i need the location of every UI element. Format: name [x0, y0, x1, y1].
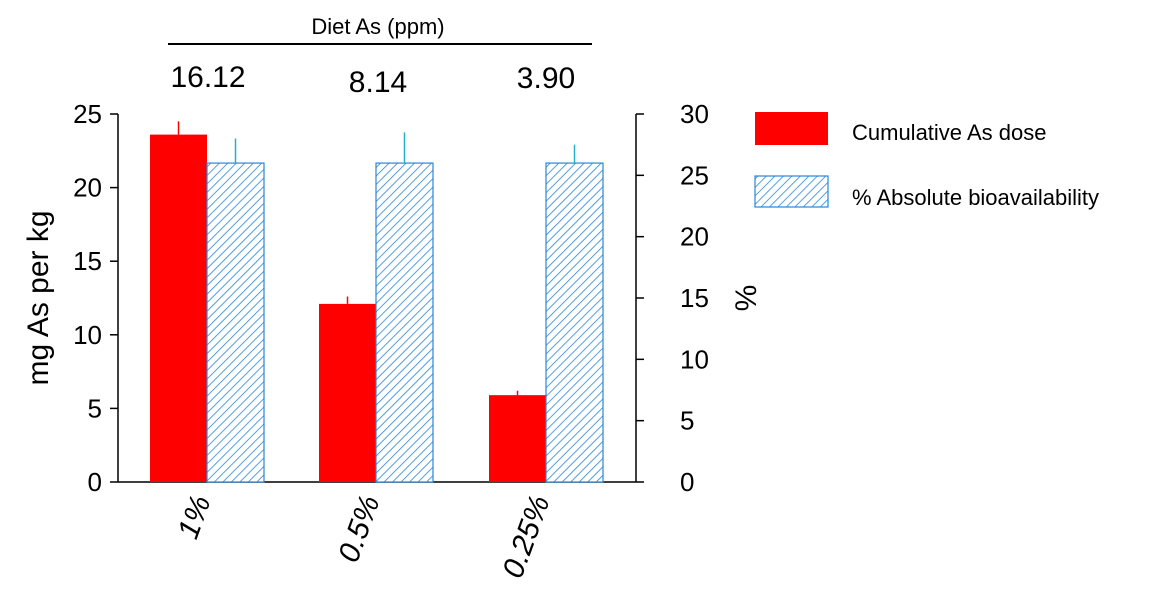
bars — [150, 121, 604, 483]
legend-label-bioavailability: % Absolute bioavailability — [852, 185, 1099, 210]
legend-swatch-cumulative-dose — [755, 112, 828, 145]
bar-cumulative-dose — [150, 134, 207, 482]
right-tick-label: 25 — [680, 160, 709, 190]
left-tick-label: 5 — [88, 393, 102, 423]
left-tick-label: 15 — [73, 246, 102, 276]
left-tick-label: 10 — [73, 320, 102, 350]
legend-swatch-bioavailability — [754, 175, 829, 208]
left-axis-title: mg As per kg — [22, 210, 55, 385]
left-tick-label: 20 — [73, 173, 102, 203]
left-tick-label: 0 — [88, 467, 102, 497]
diet-values: 16.12 8.14 3.90 — [170, 61, 575, 99]
right-tick-label: 15 — [680, 283, 709, 313]
right-tick-label: 10 — [680, 344, 709, 374]
bar-bioavailability — [206, 162, 265, 483]
diet-value: 8.14 — [349, 66, 407, 99]
right-tick-label: 5 — [680, 406, 694, 436]
legend-label-cumulative-dose: Cumulative As dose — [852, 120, 1046, 145]
category-label: 0.5% — [332, 491, 386, 567]
bar-cumulative-dose — [319, 303, 376, 482]
top-title: Diet As (ppm) — [311, 14, 444, 39]
bar-bioavailability — [375, 162, 434, 483]
right-axis-ticks: 0 5 10 15 20 25 30 — [636, 99, 709, 497]
diet-value: 3.90 — [517, 62, 575, 95]
category-labels: 1% 0.5% 0.25% — [172, 491, 557, 582]
diet-value: 16.12 — [170, 61, 245, 94]
legend: Cumulative As dose % Absolute bioavailab… — [754, 112, 1099, 210]
right-tick-label: 30 — [680, 99, 709, 129]
category-label: 1% — [172, 491, 218, 543]
right-axis-title: % — [730, 285, 763, 312]
bar-cumulative-dose — [489, 395, 546, 482]
left-tick-label: 25 — [73, 99, 102, 129]
right-tick-label: 0 — [680, 467, 694, 497]
left-axis-ticks: 0 5 10 15 20 25 — [73, 99, 118, 497]
category-label: 0.25% — [496, 491, 556, 582]
bar-bioavailability — [545, 162, 604, 483]
right-tick-label: 20 — [680, 222, 709, 252]
